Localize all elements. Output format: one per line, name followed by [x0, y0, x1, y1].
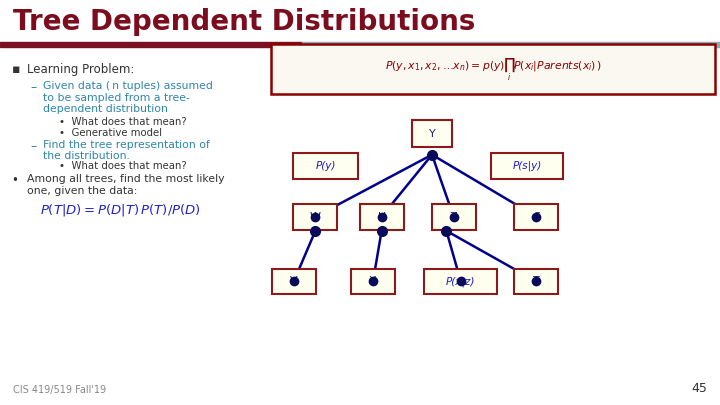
Text: •  What does that mean?: • What does that mean? [59, 117, 186, 127]
Bar [0, 42, 302, 47]
Text: P(x|z): P(x|z) [446, 276, 475, 287]
FancyBboxPatch shape [491, 153, 563, 179]
Text: Among all trees, find the most likely
one, given the data:: Among all trees, find the most likely on… [27, 174, 225, 196]
FancyBboxPatch shape [515, 269, 559, 294]
Text: W: W [310, 212, 321, 222]
Text: •  What does that mean?: • What does that mean? [59, 161, 186, 171]
Text: Z: Z [450, 212, 457, 222]
Text: $P(y,x_1,x_2,\ldots x_n) = p(y)\prod_i P(x_i|Parents(x_i)\,)$: $P(y,x_1,x_2,\ldots x_n) = p(y)\prod_i P… [384, 56, 602, 83]
Text: P(s|y): P(s|y) [513, 161, 541, 171]
Text: U: U [377, 212, 386, 222]
FancyBboxPatch shape [412, 120, 452, 147]
Text: Given data ( n tuples) assumed
to be sampled from a tree-
dependent distribution: Given data ( n tuples) assumed to be sam… [43, 81, 213, 114]
Text: ▪: ▪ [12, 63, 20, 76]
FancyBboxPatch shape [432, 204, 476, 230]
FancyBboxPatch shape [271, 269, 315, 294]
FancyBboxPatch shape [515, 204, 559, 230]
Text: V: V [290, 277, 297, 286]
FancyBboxPatch shape [271, 44, 715, 94]
FancyBboxPatch shape [425, 269, 498, 294]
Bar [302, 42, 720, 47]
Text: Y: Y [428, 129, 436, 139]
Text: $P(T|D) = P(D|T)\,P(T)/P(D)$: $P(T|D) = P(D|T)\,P(T)/P(D)$ [40, 202, 200, 219]
Text: •  Generative model: • Generative model [59, 128, 162, 138]
FancyBboxPatch shape [294, 204, 337, 230]
Text: CIS 419/519 Fall'19: CIS 419/519 Fall'19 [13, 385, 106, 395]
Text: X: X [369, 277, 377, 286]
FancyBboxPatch shape [351, 269, 395, 294]
Text: –: – [30, 81, 37, 94]
Text: •: • [12, 174, 19, 187]
FancyBboxPatch shape [292, 153, 359, 179]
Text: T: T [533, 277, 540, 286]
Text: P(y): P(y) [315, 161, 336, 171]
Text: –: – [30, 140, 37, 153]
Text: Find the tree representation of
the distribution.: Find the tree representation of the dist… [43, 140, 210, 161]
Text: S: S [533, 212, 540, 222]
Text: Tree Dependent Distributions: Tree Dependent Distributions [13, 8, 475, 36]
Text: 45: 45 [691, 382, 707, 395]
FancyBboxPatch shape [360, 204, 403, 230]
Text: Learning Problem:: Learning Problem: [27, 63, 135, 76]
